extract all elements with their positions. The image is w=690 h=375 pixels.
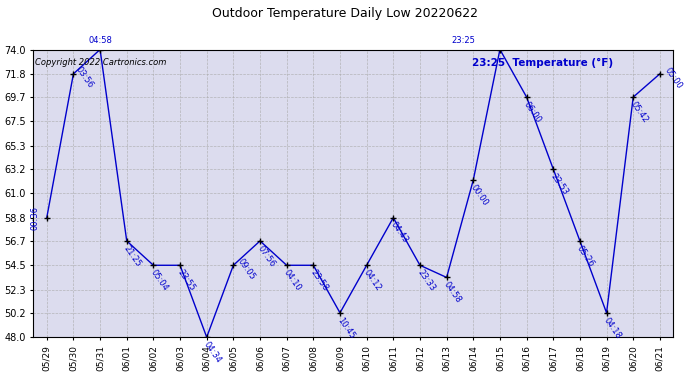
Text: 04:34: 04:34 xyxy=(202,340,223,365)
Text: 04:58: 04:58 xyxy=(442,280,463,305)
Text: 21:25: 21:25 xyxy=(122,244,143,268)
Text: 23:25: 23:25 xyxy=(451,36,475,45)
Text: 23:33: 23:33 xyxy=(415,268,437,293)
Text: 05:42: 05:42 xyxy=(629,100,649,124)
Text: 06:00: 06:00 xyxy=(522,100,543,124)
Text: 03:56: 03:56 xyxy=(73,64,95,89)
Text: 10:45: 10:45 xyxy=(335,316,357,340)
Text: 00:36: 00:36 xyxy=(31,206,40,230)
Text: 09:05: 09:05 xyxy=(236,257,257,282)
Text: 04:10: 04:10 xyxy=(282,268,303,292)
Text: Copyright 2022 Cartronics.com: Copyright 2022 Cartronics.com xyxy=(34,58,166,67)
Text: Outdoor Temperature Daily Low 20220622: Outdoor Temperature Daily Low 20220622 xyxy=(212,8,478,21)
Text: 04:43: 04:43 xyxy=(388,220,410,245)
Text: 05:00: 05:00 xyxy=(662,66,684,90)
Text: 05:26: 05:26 xyxy=(575,244,596,268)
Text: 04:12: 04:12 xyxy=(362,268,383,292)
Text: 23:25  Temperature (°F): 23:25 Temperature (°F) xyxy=(472,58,613,68)
Text: 00:00: 00:00 xyxy=(469,183,490,207)
Text: 23:55: 23:55 xyxy=(175,268,197,293)
Text: 05:04: 05:04 xyxy=(149,268,170,292)
Text: 07:56: 07:56 xyxy=(255,244,277,268)
Text: 04:18: 04:18 xyxy=(602,316,623,340)
Text: 23:58: 23:58 xyxy=(308,268,330,293)
Text: 04:58: 04:58 xyxy=(88,36,112,45)
Text: 23:53: 23:53 xyxy=(549,172,570,196)
